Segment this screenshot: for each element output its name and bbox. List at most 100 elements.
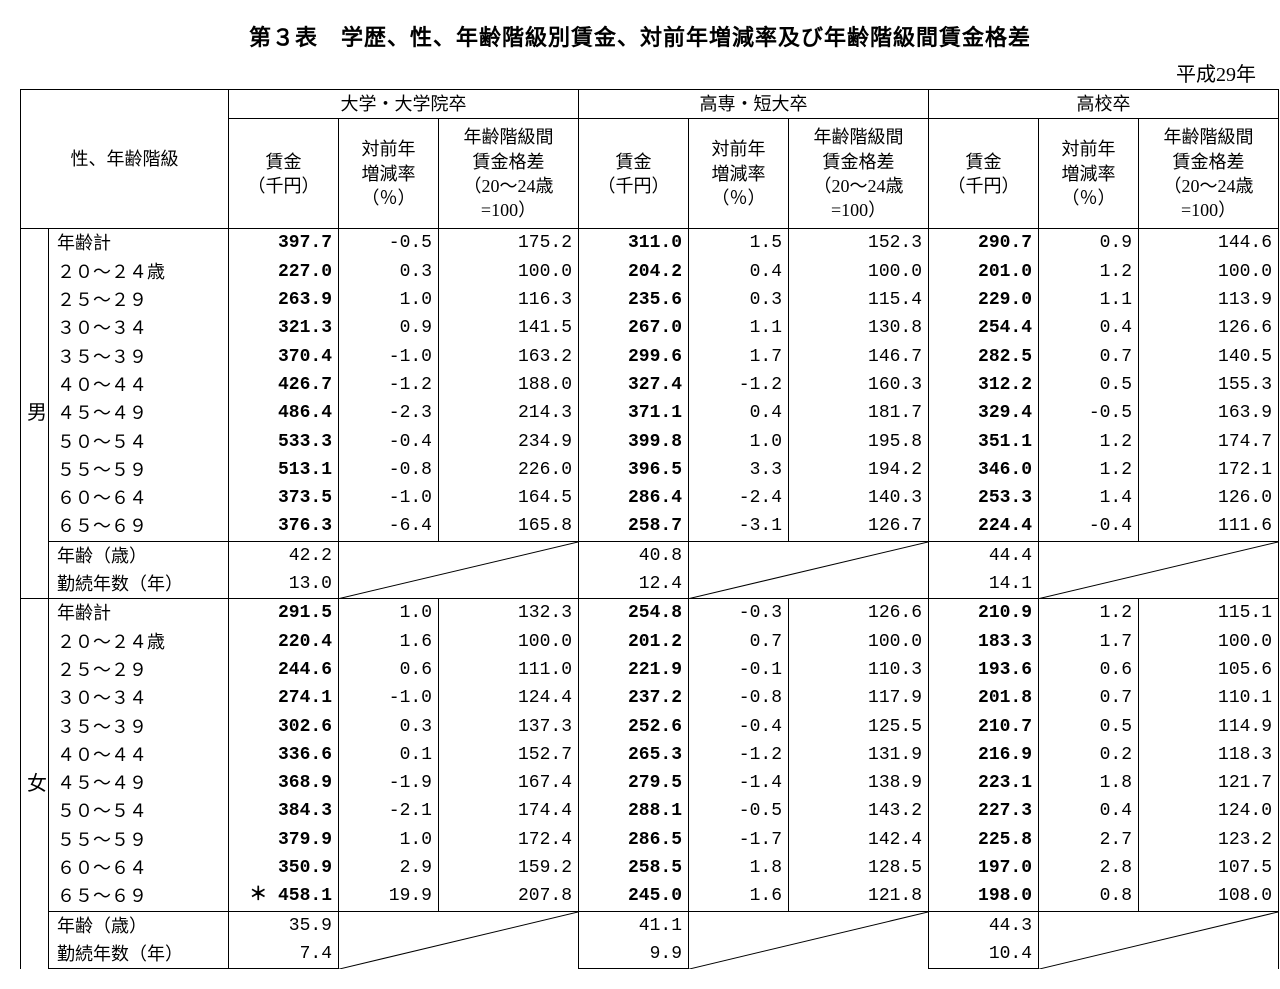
- data-cell: 126.6: [789, 599, 929, 628]
- data-cell: 0.9: [1039, 229, 1139, 258]
- data-cell: 229.0: [929, 286, 1039, 314]
- data-cell: 2.7: [1039, 826, 1139, 854]
- data-cell: 159.2: [439, 854, 579, 882]
- table-body: 男年齢計397.7-0.5175.2311.01.5152.3290.70.91…: [21, 229, 1279, 969]
- data-cell: 207.8: [439, 882, 579, 911]
- subhead-rate: 対前年 増減率 （％）: [689, 119, 789, 229]
- data-cell: 1.8: [1039, 769, 1139, 797]
- age-label: ４５～４９: [49, 399, 229, 427]
- data-cell: -0.5: [339, 229, 439, 258]
- data-cell: 172.1: [1139, 456, 1279, 484]
- data-cell: 146.7: [789, 343, 929, 371]
- data-cell: -1.2: [689, 741, 789, 769]
- data-cell: 152.3: [789, 229, 929, 258]
- data-cell: 0.4: [689, 258, 789, 286]
- data-cell: 111.0: [439, 656, 579, 684]
- data-cell: 0.4: [1039, 797, 1139, 825]
- summary-cell: 41.1: [579, 911, 689, 940]
- data-cell: -0.8: [689, 684, 789, 712]
- data-cell: 210.9: [929, 599, 1039, 628]
- data-cell: 1.0: [339, 286, 439, 314]
- age-label: ４０～４４: [49, 741, 229, 769]
- data-cell: 201.0: [929, 258, 1039, 286]
- data-cell: -1.7: [689, 826, 789, 854]
- table-row: ２５～２９244.60.6111.0221.9-0.1110.3193.60.6…: [21, 656, 1279, 684]
- data-cell: 223.1: [929, 769, 1039, 797]
- data-cell: -6.4: [339, 512, 439, 541]
- data-cell: 140.5: [1139, 343, 1279, 371]
- data-cell: 110.1: [1139, 684, 1279, 712]
- data-cell: 350.9: [229, 854, 339, 882]
- data-cell: 117.9: [789, 684, 929, 712]
- data-cell: 116.3: [439, 286, 579, 314]
- table-row: ５０～５４533.3-0.4234.9399.81.0195.8351.11.2…: [21, 428, 1279, 456]
- data-cell: -0.4: [689, 713, 789, 741]
- data-cell: 1.0: [339, 826, 439, 854]
- data-cell: 426.7: [229, 371, 339, 399]
- table-row: ４０～４４426.7-1.2188.0327.4-1.2160.3312.20.…: [21, 371, 1279, 399]
- subhead-gap: 年齢階級間 賃金格差 （20～24歳 =100）: [439, 119, 579, 229]
- data-cell: 100.0: [1139, 628, 1279, 656]
- data-cell: 131.9: [789, 741, 929, 769]
- data-cell: 1.1: [689, 314, 789, 342]
- data-cell: 193.6: [929, 656, 1039, 684]
- data-cell: 327.4: [579, 371, 689, 399]
- table-container: 第３表 学歴、性、年齢階級別賃金、対前年増減率及び年齢階級間賃金格差 平成29年…: [20, 20, 1260, 969]
- diagonal-cell: [339, 911, 579, 969]
- data-cell: 397.7: [229, 229, 339, 258]
- data-cell: 373.5: [229, 484, 339, 512]
- data-cell: 274.1: [229, 684, 339, 712]
- subhead-rate: 対前年 増減率 （％）: [339, 119, 439, 229]
- data-cell: 368.9: [229, 769, 339, 797]
- data-cell: 128.5: [789, 854, 929, 882]
- sex-label: 女: [21, 599, 49, 969]
- table-row: ２５～２９263.91.0116.3235.60.3115.4229.01.11…: [21, 286, 1279, 314]
- data-cell: 235.6: [579, 286, 689, 314]
- table-row: ５５～５９379.91.0172.4286.5-1.7142.4225.82.7…: [21, 826, 1279, 854]
- table-row: ３５～３９370.4-1.0163.2299.61.7146.7282.50.7…: [21, 343, 1279, 371]
- table-row: ２０～２４歳227.00.3100.0204.20.4100.0201.01.2…: [21, 258, 1279, 286]
- data-cell: 214.3: [439, 399, 579, 427]
- data-cell: 100.0: [789, 628, 929, 656]
- data-cell: 1.0: [339, 599, 439, 628]
- data-cell: 132.3: [439, 599, 579, 628]
- table-row: ６５～６９＊ 458.119.9207.8245.01.6121.8198.00…: [21, 882, 1279, 911]
- data-cell: 227.0: [229, 258, 339, 286]
- data-cell: 311.0: [579, 229, 689, 258]
- data-cell: 141.5: [439, 314, 579, 342]
- data-cell: 245.0: [579, 882, 689, 911]
- data-cell: 126.6: [1139, 314, 1279, 342]
- age-label: ５０～５４: [49, 797, 229, 825]
- data-cell: 125.5: [789, 713, 929, 741]
- data-cell: 279.5: [579, 769, 689, 797]
- age-label: ３５～３９: [49, 343, 229, 371]
- data-cell: 164.5: [439, 484, 579, 512]
- data-cell: 0.7: [1039, 684, 1139, 712]
- data-cell: 142.4: [789, 826, 929, 854]
- data-cell: 2.9: [339, 854, 439, 882]
- data-cell: 160.3: [789, 371, 929, 399]
- data-cell: 290.7: [929, 229, 1039, 258]
- data-cell: 299.6: [579, 343, 689, 371]
- age-label: ５０～５４: [49, 428, 229, 456]
- data-cell: 194.2: [789, 456, 929, 484]
- data-cell: 0.3: [339, 258, 439, 286]
- data-cell: 227.3: [929, 797, 1039, 825]
- data-cell: 221.9: [579, 656, 689, 684]
- data-cell: 3.3: [689, 456, 789, 484]
- age-label: ２５～２９: [49, 286, 229, 314]
- data-cell: 1.7: [689, 343, 789, 371]
- data-cell: 144.6: [1139, 229, 1279, 258]
- data-cell: 188.0: [439, 371, 579, 399]
- data-cell: 204.2: [579, 258, 689, 286]
- data-cell: 302.6: [229, 713, 339, 741]
- data-cell: 100.0: [439, 258, 579, 286]
- data-cell: 105.6: [1139, 656, 1279, 684]
- summary-label: 勤続年数（年）: [49, 940, 229, 969]
- age-label: ６５～６９: [49, 882, 229, 911]
- data-cell: 254.4: [929, 314, 1039, 342]
- age-label: ４０～４４: [49, 371, 229, 399]
- age-label: ５５～５９: [49, 456, 229, 484]
- data-cell: 175.2: [439, 229, 579, 258]
- rowhead-cell: 性、年齢階級: [21, 90, 229, 229]
